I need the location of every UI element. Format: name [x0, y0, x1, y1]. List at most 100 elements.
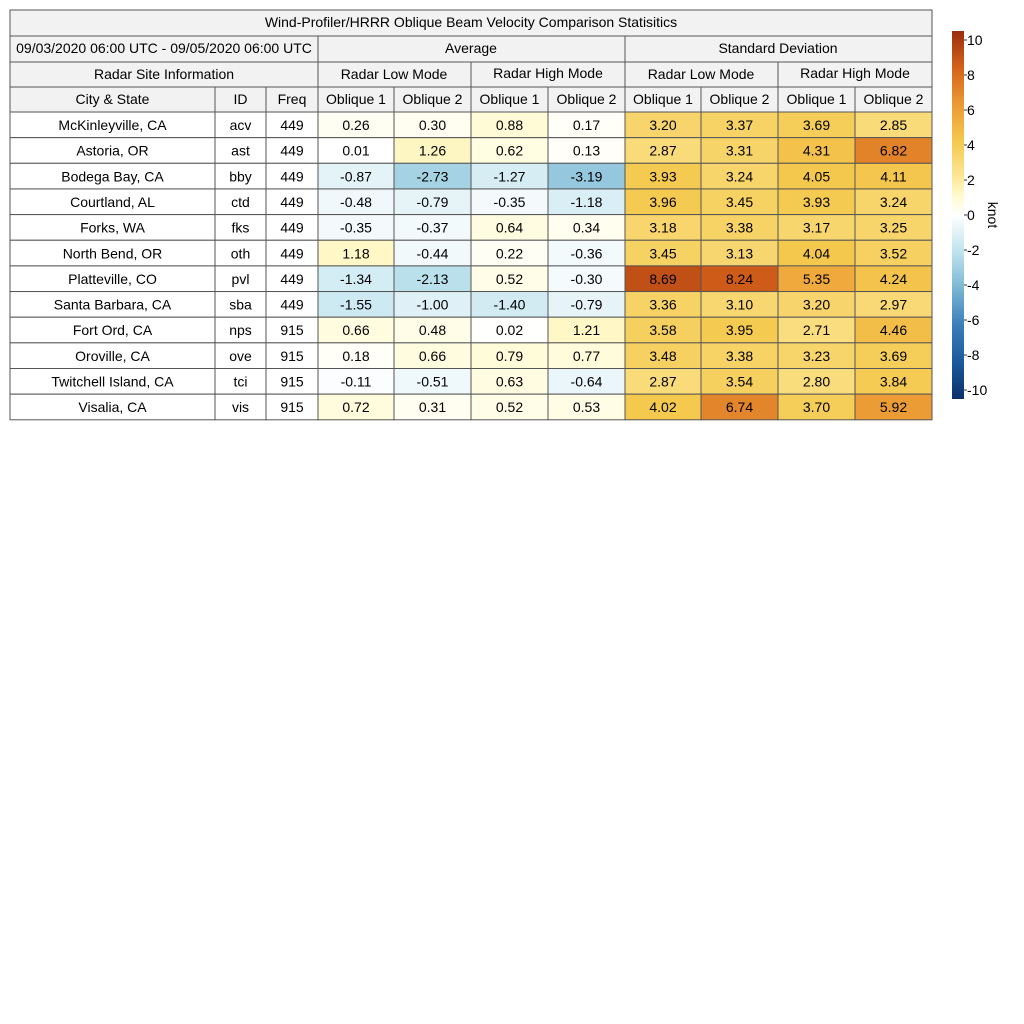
- site-cell: [214, 265, 267, 293]
- cell-value: 0.79: [496, 348, 523, 364]
- heatmap-cell: [777, 342, 856, 370]
- heatmap-cell: [317, 316, 395, 344]
- data-rows: McKinleyville, CA acv 449 0.26 0.30 0.88 0.17 3…: [9, 111, 933, 421]
- cell-value: -3.19: [571, 168, 603, 184]
- heatmap-cell: [624, 214, 702, 241]
- average-header: Average: [445, 40, 497, 56]
- site-id: vis: [232, 399, 249, 415]
- heatmap-cell: [700, 342, 779, 370]
- site-cell: [214, 316, 267, 344]
- cell-value: 1.18: [342, 245, 369, 261]
- table-row: Visalia, CA vis 915 0.72 0.31 0.52 0.53 4.02 6.7…: [9, 393, 933, 421]
- site-cell: [9, 291, 216, 318]
- cell-value: 0.66: [342, 322, 369, 338]
- heatmap-cell: [470, 393, 549, 421]
- site-freq: 915: [280, 399, 304, 415]
- site-cell: [9, 188, 216, 216]
- site-cell: [265, 162, 319, 190]
- cell-value: 0.52: [496, 271, 523, 287]
- cell-value: 0.52: [496, 399, 523, 415]
- cell-value: 1.21: [573, 322, 600, 338]
- table-row: Platteville, CO pvl 449 -1.34 -2.13 0.52 -0.30…: [9, 265, 933, 293]
- cell-value: -1.55: [340, 297, 372, 313]
- cell-value: -2.13: [417, 271, 449, 287]
- heatmap-cell: [393, 265, 472, 293]
- cell-value: 4.24: [880, 271, 907, 287]
- table-row: Bodega Bay, CA bby 449 -0.87 -2.73 -1.27 -3.19…: [9, 162, 933, 190]
- cell-value: 3.20: [649, 117, 676, 133]
- cell-value: 0.77: [573, 348, 600, 364]
- column-header-cell: [393, 86, 472, 113]
- heatmap-cell: [547, 342, 626, 370]
- heatmap-cell: [317, 368, 395, 395]
- cell-value: 0.01: [342, 143, 369, 159]
- site-cell: [265, 188, 319, 216]
- site-freq: 449: [280, 143, 304, 159]
- heatmap-cell: [854, 111, 933, 139]
- cell-value: 3.93: [649, 168, 676, 184]
- column-header-cell: [9, 86, 216, 113]
- site-id: pvl: [232, 271, 250, 287]
- site-name: Fort Ord, CA: [73, 322, 153, 338]
- mode-header-avg-low: Radar Low Mode: [341, 66, 448, 82]
- cell-value: 0.34: [573, 220, 600, 236]
- heatmap-cell: [854, 316, 933, 344]
- site-cell: [214, 291, 267, 318]
- cell-value: 0.53: [573, 399, 600, 415]
- cell-value: 3.20: [803, 297, 830, 313]
- site-id: ove: [229, 348, 252, 364]
- heatmap-cell: [393, 342, 472, 370]
- heatmap-cell: [547, 111, 626, 139]
- site-cell: [9, 393, 216, 421]
- table-row: Fort Ord, CA nps 915 0.66 0.48 0.02 1.21 3.58 3.…: [9, 316, 933, 344]
- site-name: Courtland, AL: [70, 194, 155, 210]
- heatmap-cell: [854, 393, 933, 421]
- column-header-cell: [547, 86, 626, 113]
- cell-value: 3.69: [880, 348, 907, 364]
- site-freq: 449: [280, 220, 304, 236]
- heatmap-cell: [777, 316, 856, 344]
- site-id: nps: [229, 322, 252, 338]
- heatmap-cell: [624, 162, 702, 190]
- cell-value: -0.30: [571, 271, 603, 287]
- cell-value: -0.35: [494, 194, 526, 210]
- cell-value: 3.38: [726, 220, 753, 236]
- heatmap-cell: [700, 111, 779, 139]
- site-cell: [214, 214, 267, 241]
- site-cell: [9, 265, 216, 293]
- cell-value: 8.69: [649, 271, 676, 287]
- site-cell: [265, 342, 319, 370]
- cell-value: 0.26: [342, 117, 369, 133]
- heatmap-cell: [777, 265, 856, 293]
- cell-value: 5.92: [880, 399, 907, 415]
- cell-value: 0.18: [342, 348, 369, 364]
- site-cell: [9, 368, 216, 395]
- cell-value: 4.11: [880, 168, 906, 184]
- heatmap-cell: [700, 162, 779, 190]
- site-name: North Bend, OR: [63, 245, 163, 261]
- cell-value: 1.26: [419, 143, 446, 159]
- site-cell: [214, 368, 267, 395]
- mode-header-cell: [624, 61, 779, 88]
- cell-value: 4.31: [803, 143, 830, 159]
- stddev-header: Standard Deviation: [718, 40, 837, 56]
- column-header-cell: [700, 86, 779, 113]
- cell-value: 0.30: [419, 117, 446, 133]
- cell-value: 3.13: [726, 245, 753, 261]
- cell-value: 3.18: [649, 220, 676, 236]
- heatmap-cell: [624, 111, 702, 139]
- column-header: Oblique 2: [710, 91, 770, 107]
- site-name: Forks, WA: [80, 220, 145, 236]
- cell-value: 2.87: [649, 374, 676, 390]
- site-name: Astoria, OR: [76, 143, 148, 159]
- title-row-bg: [9, 9, 933, 37]
- cell-value: 2.97: [880, 297, 907, 313]
- heatmap-cell: [393, 393, 472, 421]
- cell-value: -0.79: [571, 297, 603, 313]
- site-freq: 449: [280, 271, 304, 287]
- cell-value: 8.24: [726, 271, 753, 287]
- cell-value: 6.82: [880, 143, 907, 159]
- heatmap-cell: [624, 188, 702, 216]
- cell-value: 0.62: [496, 143, 523, 159]
- heatmap-cell: [777, 214, 856, 241]
